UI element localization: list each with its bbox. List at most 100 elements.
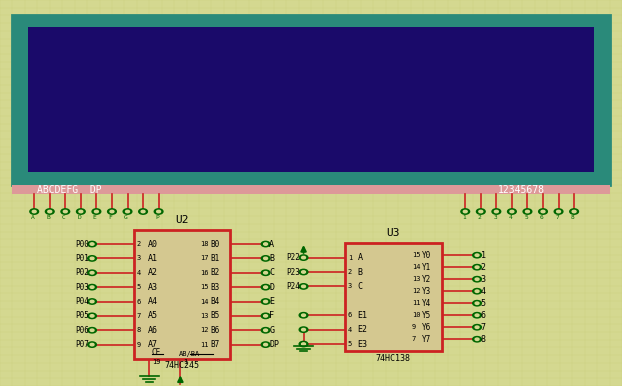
Text: AB/BA: AB/BA [179,350,200,357]
Circle shape [92,209,101,214]
Circle shape [299,269,308,275]
Text: A1: A1 [147,254,157,263]
Circle shape [476,209,485,214]
Circle shape [473,288,481,294]
Bar [12,15,610,185]
Text: 10: 10 [412,312,420,318]
Circle shape [261,270,270,276]
Text: 4: 4 [509,215,513,220]
Text: 8: 8 [136,327,141,333]
Circle shape [302,256,305,259]
Text: B: B [269,254,274,263]
Text: 2: 2 [481,263,486,272]
Text: C: C [62,215,65,220]
Circle shape [557,210,560,213]
Text: CE: CE [152,348,161,357]
Circle shape [261,328,270,333]
Circle shape [475,290,479,293]
Text: 13: 13 [200,313,209,319]
Circle shape [479,210,483,213]
Text: G: G [269,326,274,335]
Text: Y2: Y2 [422,275,431,284]
Text: 3: 3 [493,215,497,220]
Circle shape [264,329,267,332]
Circle shape [90,272,94,274]
Text: P: P [155,215,159,220]
Text: G: G [124,215,128,220]
Circle shape [264,344,267,346]
Circle shape [302,271,305,273]
Text: B6: B6 [210,326,220,335]
Text: B7: B7 [210,340,220,349]
Circle shape [157,210,160,213]
Text: P06: P06 [75,326,89,335]
Text: F: F [269,312,274,320]
Text: 2: 2 [478,215,481,220]
Text: 7: 7 [412,336,416,342]
Circle shape [30,209,39,214]
Text: A: A [269,240,274,249]
Circle shape [494,210,498,213]
Circle shape [299,255,308,260]
Text: B4: B4 [210,297,220,306]
Text: 74HC245: 74HC245 [164,361,200,370]
Circle shape [475,314,479,317]
Circle shape [539,209,547,214]
Text: 16: 16 [200,270,209,276]
Text: ABCDEFG  DP: ABCDEFG DP [37,185,102,195]
Circle shape [508,209,516,214]
Circle shape [90,300,94,303]
Circle shape [88,241,96,247]
Text: 2: 2 [136,241,141,247]
Circle shape [126,210,129,213]
Circle shape [299,341,308,347]
Circle shape [264,286,267,288]
Text: DP: DP [269,340,279,349]
Text: 3: 3 [136,256,141,261]
Circle shape [302,314,305,317]
Circle shape [90,344,94,346]
Text: Y5: Y5 [422,311,431,320]
Text: U2: U2 [175,215,188,225]
Text: 12: 12 [200,327,209,333]
Bar [12,185,610,194]
Circle shape [108,209,116,214]
Circle shape [88,328,96,333]
Circle shape [475,266,479,268]
Text: B1: B1 [210,254,220,263]
Text: 4: 4 [481,287,486,296]
Circle shape [261,256,270,261]
Text: B3: B3 [210,283,220,292]
Circle shape [299,313,308,318]
Text: C: C [358,282,363,291]
Circle shape [88,270,96,276]
Circle shape [261,342,270,347]
Circle shape [510,210,514,213]
Text: 3: 3 [481,275,486,284]
Text: 1: 1 [481,251,486,260]
Text: A: A [30,215,34,220]
Text: P05: P05 [75,312,89,320]
Text: E3: E3 [358,340,368,349]
Circle shape [473,337,481,342]
Circle shape [77,209,85,214]
Text: 14: 14 [412,264,420,270]
Circle shape [299,284,308,289]
Text: C: C [269,268,274,277]
Circle shape [90,315,94,317]
Text: 7: 7 [555,215,559,220]
Text: B5: B5 [210,312,220,320]
Text: P22: P22 [287,253,300,262]
Text: 7: 7 [136,313,141,319]
Text: E1: E1 [358,311,368,320]
Text: 1: 1 [462,215,466,220]
Text: P07: P07 [75,340,89,349]
Circle shape [554,209,563,214]
Text: 17: 17 [200,256,209,261]
Text: D: D [269,283,274,292]
Circle shape [473,301,481,306]
Circle shape [123,209,132,214]
Circle shape [95,210,98,213]
Circle shape [63,210,67,213]
Text: P01: P01 [75,254,89,263]
